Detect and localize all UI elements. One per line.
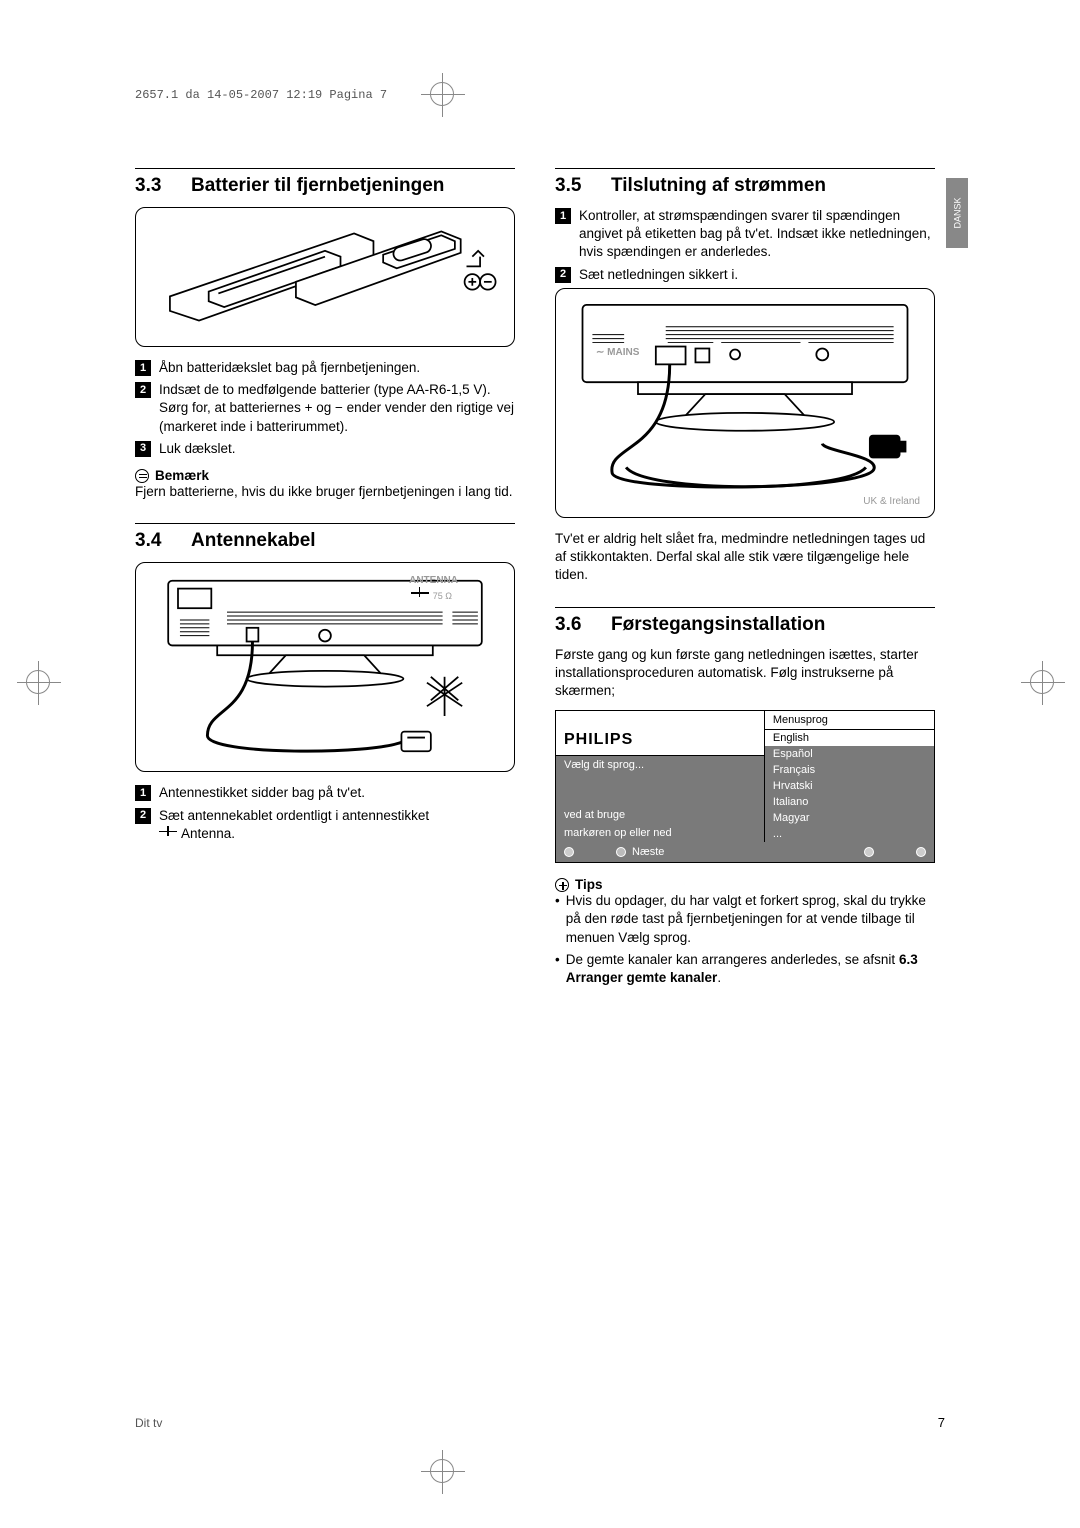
menu-header: Menusprog (765, 711, 934, 730)
remote-svg (142, 214, 508, 340)
menu-hint-1: ved at bruge (556, 806, 764, 824)
page-content: 3.3 Batterier til fjernbetjeningen (135, 168, 935, 991)
mains-label: ∼ MAINS (596, 347, 639, 358)
remote-battery-illustration (135, 207, 515, 347)
page-number: 7 (938, 1415, 945, 1430)
crop-mark-right (1030, 670, 1054, 699)
list-item: 2Indsæt de to medfølgende batterier (typ… (135, 381, 515, 436)
s36-paragraph: Første gang og kun første gang netlednin… (555, 646, 935, 701)
menu-item: ... (765, 826, 934, 842)
philips-logo: PHILIPS (556, 711, 764, 755)
menu-next-label: Næste (632, 846, 664, 858)
list-item: 2Sæt netledningen sikkert i. (555, 266, 935, 284)
list-item: 1Åbn batteridækslet bag på fjernbetjenin… (135, 359, 515, 377)
aerial-icon (411, 587, 429, 599)
color-dot-blue (916, 847, 926, 857)
osd-menu: PHILIPS Vælg dit sprog... ved at bruge m… (555, 710, 935, 863)
menu-item-english: English (765, 730, 934, 746)
list-item: 2 Sæt antennekablet ordentligt i antenne… (135, 807, 515, 843)
language-tab: DANSK (946, 178, 968, 248)
tips-label: Tips (555, 877, 935, 892)
region-label: UK & Ireland (863, 496, 920, 507)
crop-mark-top (430, 82, 454, 111)
menu-footer: Næste (556, 842, 934, 862)
menu-item: Español (765, 746, 934, 762)
list-item: Hvis du opdager, du har valgt et forkert… (555, 892, 935, 947)
menu-item: Italiano (765, 794, 934, 810)
menu-prompt: Vælg dit sprog... (556, 755, 764, 774)
s33-steps: 1Åbn batteridækslet bag på fjernbetjenin… (135, 359, 515, 458)
list-item: 1Kontroller, at strømspændingen svarer t… (555, 207, 935, 262)
color-dot-yellow (864, 847, 874, 857)
print-header: 2657.1 da 14-05-2007 12:19 Pagina 7 (135, 88, 387, 102)
antenna-label: ANTENNA (409, 575, 458, 586)
s35-steps: 1Kontroller, at strømspændingen svarer t… (555, 207, 935, 284)
color-dot-green (616, 847, 626, 857)
footer-section-name: Dit tv (135, 1416, 162, 1430)
right-column: 3.5 Tilslutning af strømmen 1Kontroller,… (555, 168, 935, 991)
antenna-illustration: ANTENNA 75 Ω (135, 562, 515, 772)
antenna-svg (142, 569, 508, 765)
section-3-5-heading: 3.5 Tilslutning af strømmen (555, 168, 935, 197)
section-3-6-heading: 3.6 Førstegangsinstallation (555, 607, 935, 636)
tips-list: Hvis du opdager, du har valgt et forkert… (555, 892, 935, 987)
crop-mark-bottom (430, 1459, 454, 1488)
s34-steps: 1Antennestikket sidder bag på tv'et. 2 S… (135, 784, 515, 843)
section-3-3-heading: 3.3 Batterier til fjernbetjeningen (135, 168, 515, 197)
list-item: 1Antennestikket sidder bag på tv'et. (135, 784, 515, 802)
left-column: 3.3 Batterier til fjernbetjeningen (135, 168, 515, 991)
crop-mark-left (26, 670, 50, 699)
menu-item: Français (765, 762, 934, 778)
tip-icon (555, 878, 569, 892)
aerial-icon (159, 826, 177, 838)
list-item: De gemte kanaler kan arrangeres anderled… (555, 951, 935, 987)
note-icon (135, 469, 149, 483)
s35-paragraph: Tv'et er aldrig helt slået fra, medmindr… (555, 530, 935, 585)
menu-item: Hrvatski (765, 778, 934, 794)
section-3-4-heading: 3.4 Antennekabel (135, 523, 515, 552)
list-item: 3Luk dækslet. (135, 440, 515, 458)
color-dot-red (564, 847, 574, 857)
note-label: Bemærk (135, 468, 515, 483)
note-text: Fjern batterierne, hvis du ikke bruger f… (135, 483, 515, 501)
mains-illustration: ∼ MAINS UK & Ireland (555, 288, 935, 518)
menu-hint-2: markøren op eller ned (556, 824, 764, 842)
mains-svg (562, 295, 928, 511)
ohm-label: 75 Ω (411, 587, 452, 601)
menu-item: Magyar (765, 810, 934, 826)
